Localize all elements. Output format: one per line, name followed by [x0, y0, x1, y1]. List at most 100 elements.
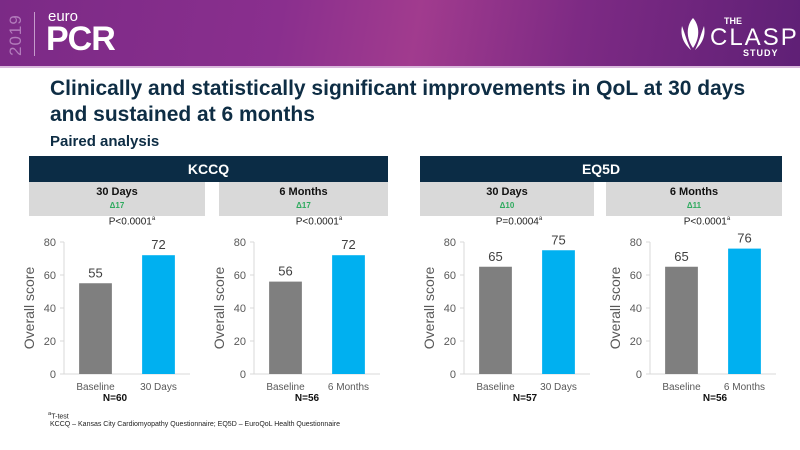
p-value-footnote-marker: a	[338, 216, 343, 222]
y-axis-label: Overall score	[607, 267, 623, 350]
europcr-logo: PCR	[46, 20, 116, 58]
panel-label: 6 Months	[279, 186, 328, 198]
footnote-abbreviations: KCCQ – Kansas City Cardiomyopathy Questi…	[50, 421, 340, 428]
data-label: 56	[278, 264, 292, 279]
group-header-eq5d: EQ5D	[420, 156, 782, 182]
slide-title: Clinically and statistically significant…	[50, 77, 746, 126]
panel-header-kccq-30days: 30 Days Δ17	[29, 182, 205, 216]
panel-label: 6 Months	[669, 186, 719, 198]
p-value-text: P<0.0001	[108, 216, 152, 228]
panel-header-kccq-6months: 6 Months Δ17	[219, 182, 388, 216]
group-header-kccq: KCCQ	[29, 156, 388, 182]
bar-chart-eq5d-6months: Overall score 0 20 40 60 80 65 Baseline 76 6 Mont…	[606, 226, 786, 406]
x-tick-label: 30 Days	[540, 382, 577, 393]
y-tick-label: 40	[234, 303, 246, 315]
data-label: 75	[551, 232, 565, 247]
x-tick-label: 30 Days	[140, 382, 177, 393]
europcr-logo-prefix: euro	[48, 8, 79, 25]
sample-size-kccq-6months: N=56	[294, 393, 320, 404]
p-value-eq5d-30days: P=0.0004a	[444, 216, 594, 227]
clasp-the-text: THE	[724, 16, 742, 26]
x-tick-label: Baseline	[76, 382, 115, 393]
p-value-kccq-6months: P<0.0001a	[244, 216, 394, 227]
panel-delta: Δ17	[296, 201, 311, 210]
footnote-ttest: aT-test	[48, 411, 69, 420]
bar-6-months	[332, 255, 365, 374]
chart-svg: Overall score 0 20 40 60 80 65 Baseline 75 30 Day…	[421, 232, 590, 393]
y-axis-label: Overall score	[21, 267, 37, 350]
panel-header-eq5d-30days: 30 Days Δ10	[420, 182, 594, 216]
y-axis-label: Overall score	[421, 267, 437, 350]
conference-banner	[0, 0, 800, 66]
y-tick-label: 40	[444, 303, 456, 315]
banner-divider	[0, 66, 800, 68]
panel-label: 30 Days	[96, 186, 138, 198]
chart-svg: Overall score 0 20 40 60 80 55 Baseline 72 30 Day…	[21, 237, 190, 393]
p-value-text: P=0.0004	[495, 216, 539, 228]
y-tick-label: 0	[240, 369, 246, 381]
bar-baseline	[269, 281, 302, 374]
conference-year: 2019	[6, 14, 25, 56]
x-tick-label: Baseline	[476, 382, 515, 393]
panel-delta: Δ10	[499, 201, 515, 210]
chart-svg: Overall score 0 20 40 60 80 56 Baseline 72 6 Mont…	[211, 237, 380, 393]
clasp-study-text: STUDY	[743, 48, 779, 58]
y-tick-label: 40	[630, 303, 642, 315]
y-tick-label: 80	[44, 237, 56, 249]
y-tick-label: 80	[630, 237, 642, 249]
y-tick-label: 60	[234, 270, 246, 282]
panel-header-eq5d-6months: 6 Months Δ11	[606, 182, 782, 216]
p-value-eq5d-6months: P<0.0001a	[632, 216, 782, 227]
bar-30-days	[542, 250, 575, 374]
y-tick-label: 20	[234, 336, 246, 348]
footnote-text: T-test	[51, 413, 69, 421]
logo-separator	[34, 12, 35, 56]
p-value-footnote-marker: a	[538, 216, 543, 222]
y-axis-label: Overall score	[211, 267, 227, 350]
p-value-kccq-30days: P<0.0001a	[57, 216, 207, 227]
bar-baseline	[479, 266, 512, 374]
y-tick-label: 40	[44, 303, 56, 315]
panel-delta: Δ17	[109, 201, 125, 210]
x-tick-label: Baseline	[266, 382, 305, 393]
sample-size-eq5d-30days: N=57	[512, 393, 538, 404]
data-label: 72	[341, 237, 355, 252]
y-tick-label: 0	[636, 369, 642, 381]
bar-baseline	[665, 266, 698, 374]
sample-size-eq5d-6months: N=56	[702, 393, 728, 404]
y-tick-label: 80	[444, 237, 456, 249]
data-label: 55	[88, 265, 102, 280]
bar-30-days	[142, 255, 175, 374]
data-label: 76	[737, 231, 751, 246]
y-tick-label: 60	[444, 270, 456, 282]
sample-size-kccq-30days: N=60	[102, 393, 128, 404]
x-tick-label: Baseline	[662, 382, 701, 393]
clasp-name-text: CLASP	[710, 24, 799, 51]
y-tick-label: 60	[630, 270, 642, 282]
slide-subtitle: Paired analysis	[50, 133, 160, 150]
bar-6-months	[728, 248, 761, 374]
bar-chart-kccq-6months: Overall score 0 20 40 60 80 56 Baseline 72 6 Mont…	[210, 226, 390, 406]
data-label: 65	[674, 249, 688, 264]
y-tick-label: 20	[44, 336, 56, 348]
x-tick-label: 6 Months	[328, 382, 369, 393]
clasp-leaf-icon	[681, 18, 705, 50]
bar-chart-kccq-30days: Overall score 0 20 40 60 80 55 Baseline 72 30 Day…	[20, 226, 200, 406]
clasp-study-logo: THE CLASP STUDY	[678, 10, 798, 60]
p-value-footnote-marker: a	[151, 216, 156, 222]
bar-baseline	[79, 283, 112, 374]
y-tick-label: 0	[450, 369, 456, 381]
panel-delta: Δ11	[686, 201, 702, 210]
bar-chart-eq5d-30days: Overall score 0 20 40 60 80 65 Baseline 75 30 Day…	[420, 226, 600, 406]
data-label: 65	[488, 249, 502, 264]
footnote-marker: a	[48, 411, 52, 417]
chart-svg: Overall score 0 20 40 60 80 65 Baseline 76 6 Mont…	[607, 231, 776, 393]
panel-label: 30 Days	[486, 186, 528, 198]
x-tick-label: 6 Months	[724, 382, 765, 393]
p-value-text: P<0.0001	[295, 216, 339, 228]
p-value-text: P<0.0001	[683, 216, 727, 228]
y-tick-label: 80	[234, 237, 246, 249]
p-value-footnote-marker: a	[726, 216, 731, 222]
data-label: 72	[151, 237, 165, 252]
y-tick-label: 0	[50, 369, 56, 381]
